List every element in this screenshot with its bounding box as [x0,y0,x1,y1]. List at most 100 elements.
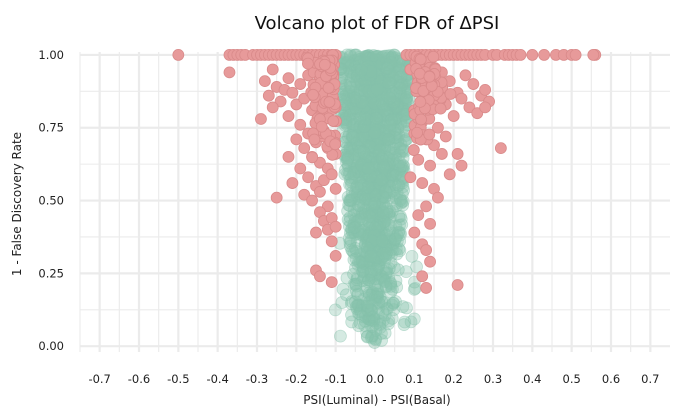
not-significant-point [378,55,392,68]
not-significant-point [344,95,358,109]
not-significant-point [341,55,355,69]
not-significant-point [382,207,396,221]
not-significant-point [350,70,364,83]
not-significant-point [364,86,378,99]
not-significant-point [343,214,357,228]
not-significant-point [342,105,356,118]
not-significant-point [368,127,382,140]
not-significant-point [351,298,365,312]
not-significant-point [355,212,369,226]
significant-point [315,120,328,133]
not-significant-point [361,228,375,242]
not-significant-point [360,299,374,313]
not-significant-point [366,50,380,64]
significant-point [514,49,527,61]
not-significant-point [361,123,375,137]
significant-point [282,150,295,163]
not-significant-point [376,138,390,152]
not-significant-point [348,60,361,74]
significant-point [329,220,342,233]
not-significant-point [364,193,378,207]
significant-point [274,95,287,108]
not-significant-point [377,74,391,88]
not-significant-point [385,168,399,182]
not-significant-point [397,77,411,91]
not-significant-point [358,115,371,129]
not-significant-point [342,232,356,245]
not-significant-point [354,134,367,147]
not-significant-point [366,61,380,75]
not-significant-point [361,137,374,151]
not-significant-point [347,167,361,181]
not-significant-point [385,50,399,64]
not-significant-point [383,170,397,184]
not-significant-point [359,161,373,175]
not-significant-point [375,175,389,189]
not-significant-point [365,287,379,300]
not-significant-point [369,127,382,141]
not-significant-point [360,104,374,118]
significant-point [463,101,476,114]
not-significant-point [364,57,378,71]
not-significant-point [369,207,383,221]
not-significant-point [341,59,355,73]
not-significant-point [339,84,353,98]
not-significant-point [345,315,359,329]
not-significant-point [380,186,393,200]
not-significant-point [347,246,361,260]
not-significant-point [398,98,412,111]
not-significant-point [370,177,384,191]
not-significant-point [364,267,378,281]
not-significant-point [361,69,375,82]
significant-point [526,49,539,61]
not-significant-point [382,218,396,231]
not-significant-point [381,154,395,168]
not-significant-point [363,313,376,327]
not-significant-point [353,141,367,155]
not-significant-point [357,123,371,137]
not-significant-point [373,158,387,172]
not-significant-point [368,177,382,191]
not-significant-point [354,69,368,83]
not-significant-point [349,300,363,313]
not-significant-point [369,68,383,82]
not-significant-point [368,189,382,203]
not-significant-point [358,124,372,138]
not-significant-point [340,152,354,166]
not-significant-point [363,134,376,148]
not-significant-point [358,137,372,151]
not-significant-point [359,284,373,298]
not-significant-point [343,113,357,127]
not-significant-point [372,92,386,106]
not-significant-point [372,168,386,182]
not-significant-point [356,150,370,164]
not-significant-point [379,159,393,173]
not-significant-point [376,180,390,194]
not-significant-point [372,68,386,82]
significant-point [479,83,492,96]
not-significant-point [342,85,356,99]
not-significant-point [376,306,390,319]
not-significant-point [344,58,358,72]
not-significant-point [376,190,390,204]
not-significant-point [369,230,383,244]
not-significant-point [362,98,376,112]
not-significant-point [363,52,377,65]
not-significant-point [350,189,364,202]
not-significant-point [387,63,401,77]
not-significant-point [359,168,373,182]
significant-point [443,168,456,181]
not-significant-point [386,102,400,116]
significant-point [414,95,427,108]
not-significant-point [362,296,376,310]
not-significant-point [385,69,399,83]
x-tick-label: -0.3 [246,372,268,386]
not-significant-point [370,268,384,282]
not-significant-point [383,130,397,144]
not-significant-point [344,108,358,121]
not-significant-point [376,157,390,171]
not-significant-point [374,75,387,89]
not-significant-point [345,190,359,204]
not-significant-point [365,210,378,224]
not-significant-point [366,205,380,219]
